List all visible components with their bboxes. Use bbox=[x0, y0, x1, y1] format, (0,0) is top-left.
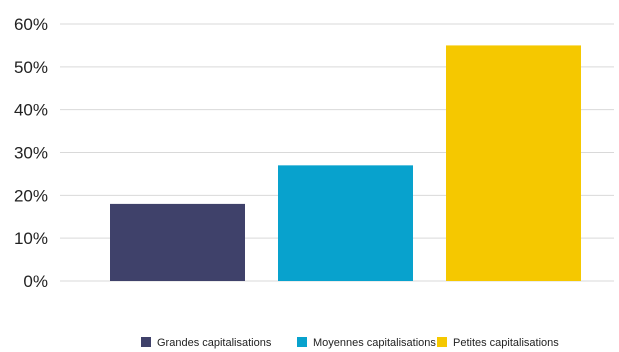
legend-swatch-2 bbox=[297, 337, 307, 347]
legend: Grandes capitalisations Moyennes capitali… bbox=[141, 337, 559, 349]
legend-label-1: Grandes capitalisations bbox=[157, 337, 272, 349]
legend-label-3: Petites capitalisations bbox=[453, 337, 559, 349]
legend-swatch-3 bbox=[437, 337, 447, 347]
bar-1 bbox=[110, 203, 245, 281]
bar-3 bbox=[446, 45, 581, 281]
y-tick-label: 50% bbox=[14, 58, 48, 77]
y-axis-tick-labels: 0% 10% 20% 30% 40% 50% 60% bbox=[14, 15, 48, 291]
bar-2 bbox=[278, 165, 413, 281]
y-tick-label: 30% bbox=[14, 144, 48, 163]
bars bbox=[110, 45, 581, 281]
legend-label-2: Moyennes capitalisations bbox=[313, 337, 436, 349]
y-tick-label: 20% bbox=[14, 186, 48, 205]
y-tick-label: 10% bbox=[14, 229, 48, 248]
y-tick-label: 60% bbox=[14, 15, 48, 34]
legend-swatch-1 bbox=[141, 337, 151, 347]
y-tick-label: 40% bbox=[14, 101, 48, 120]
y-tick-label: 0% bbox=[23, 272, 48, 291]
